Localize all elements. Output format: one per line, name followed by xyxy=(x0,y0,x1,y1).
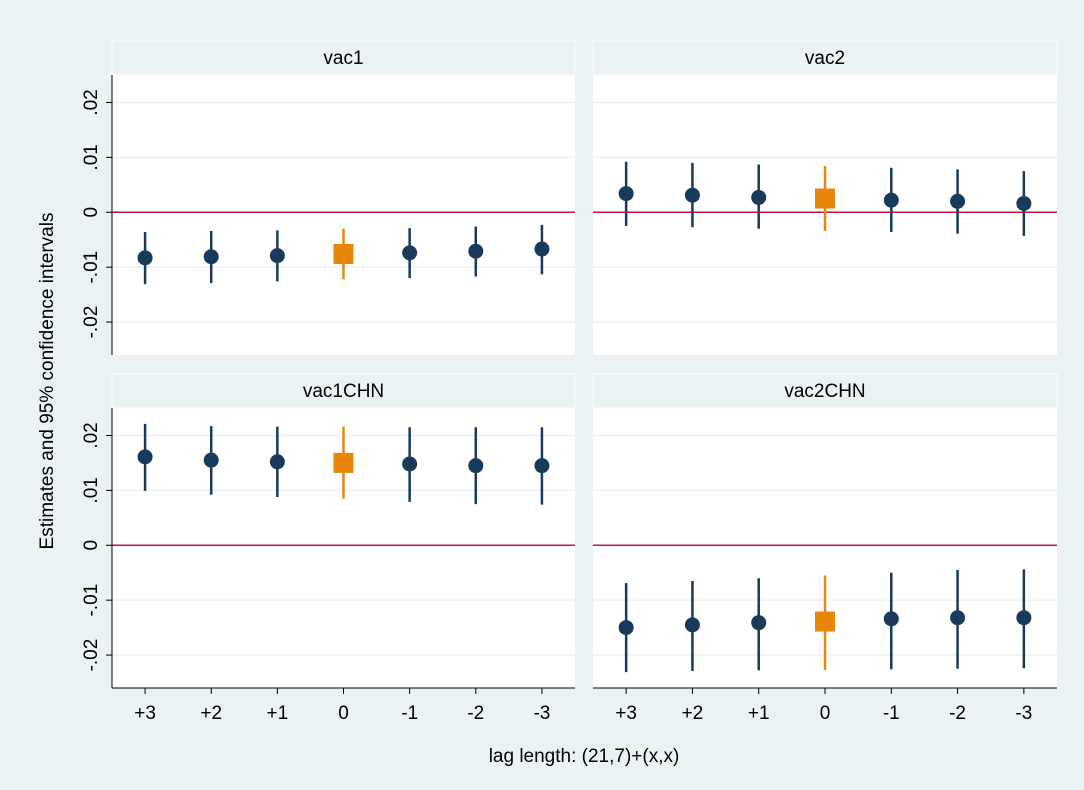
panel-title: vac1 xyxy=(323,48,363,69)
point-estimate xyxy=(751,615,767,631)
point-estimate xyxy=(137,449,153,465)
y-tick-label: -.02 xyxy=(81,306,102,339)
point-estimate xyxy=(402,456,418,472)
x-axis-label: lag length: (21,7)+(x,x) xyxy=(489,746,680,767)
x-tick-label: 0 xyxy=(338,703,349,724)
y-tick-label: 0 xyxy=(81,540,102,551)
x-tick-label: -1 xyxy=(883,703,900,724)
point-estimate xyxy=(468,243,484,259)
point-estimate xyxy=(203,452,219,468)
point-estimate xyxy=(137,250,153,266)
y-tick-label: .01 xyxy=(81,144,102,170)
x-tick-label: +3 xyxy=(615,703,637,724)
x-tick-label: -2 xyxy=(467,703,484,724)
point-estimate xyxy=(883,192,899,208)
point-estimate xyxy=(1016,195,1032,211)
point-estimate xyxy=(534,241,550,257)
point-estimate xyxy=(333,243,354,264)
point-estimate xyxy=(618,186,634,202)
panel-header xyxy=(111,40,576,76)
y-tick-label: 0 xyxy=(81,207,102,218)
point-estimate xyxy=(883,611,899,627)
x-tick-label: +1 xyxy=(748,703,770,724)
point-estimate xyxy=(534,458,550,474)
point-estimate xyxy=(618,620,634,636)
panel-header xyxy=(592,373,1058,409)
y-tick-label: .02 xyxy=(81,422,102,448)
point-estimate xyxy=(950,193,966,209)
panel-header xyxy=(111,373,576,409)
x-tick-label: +3 xyxy=(134,703,156,724)
point-estimate xyxy=(950,610,966,626)
plot-area xyxy=(112,75,575,355)
y-axis-label: Estimates and 95% confidence intervals xyxy=(37,213,58,550)
point-estimate xyxy=(468,458,484,474)
x-tick-label: -3 xyxy=(533,703,550,724)
panel-title: vac2CHN xyxy=(784,381,865,402)
point-estimate xyxy=(203,249,219,265)
x-tick-label: +2 xyxy=(200,703,222,724)
y-tick-label: -.02 xyxy=(81,639,102,672)
x-tick-label: -2 xyxy=(949,703,966,724)
x-tick-label: 0 xyxy=(820,703,831,724)
point-estimate xyxy=(269,454,285,470)
x-tick-label: +2 xyxy=(682,703,704,724)
panel-title: vac1CHN xyxy=(303,381,384,402)
point-estimate xyxy=(815,611,835,632)
point-estimate xyxy=(1016,610,1032,626)
x-tick-label: -3 xyxy=(1015,703,1032,724)
point-estimate xyxy=(815,188,835,209)
point-estimate xyxy=(269,248,285,264)
panel-title: vac2 xyxy=(805,48,845,69)
x-tick-label: -1 xyxy=(401,703,418,724)
point-estimate xyxy=(751,189,767,205)
x-tick-label: +1 xyxy=(267,703,289,724)
y-tick-label: -.01 xyxy=(81,251,102,284)
y-tick-label: .01 xyxy=(81,477,102,503)
point-estimate xyxy=(402,245,418,261)
y-tick-label: -.01 xyxy=(81,584,102,617)
point-estimate xyxy=(684,617,700,633)
y-tick-label: .02 xyxy=(81,89,102,115)
point-estimate xyxy=(684,187,700,203)
point-estimate xyxy=(333,452,354,473)
